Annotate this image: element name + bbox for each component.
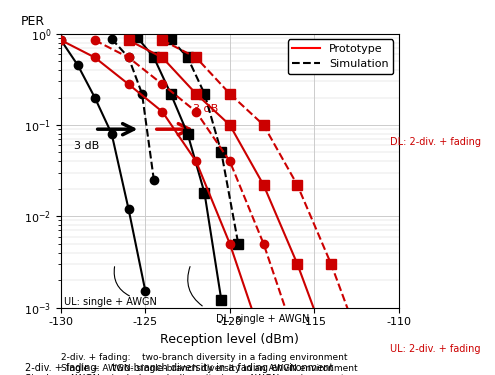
- Text: 2-div. + fading:    two-branch diversity in a fading environment: 2-div. + fading: two-branch diversity in…: [25, 363, 333, 373]
- Text: 2-div. + fading:    two-branch diversity in a fading environment: 2-div. + fading: two-branch diversity in…: [61, 353, 347, 362]
- Text: DL: single + AWGN: DL: single + AWGN: [216, 314, 310, 324]
- Text: PER: PER: [20, 15, 45, 28]
- Text: UL: single + AWGN: UL: single + AWGN: [64, 297, 157, 307]
- Text: 3 dB: 3 dB: [74, 141, 99, 151]
- Legend: Prototype, Simulation: Prototype, Simulation: [288, 39, 393, 74]
- Text: Single + AWGN: single-branch diversity in an AWGN environment: Single + AWGN: single-branch diversity i…: [61, 364, 358, 373]
- X-axis label: Reception level (dBm): Reception level (dBm): [160, 333, 299, 346]
- Text: UL: 2-div. + fading: UL: 2-div. + fading: [390, 344, 481, 354]
- Text: DL: 2-div. + fading: DL: 2-div. + fading: [390, 137, 481, 147]
- Text: 3 dB: 3 dB: [193, 104, 218, 114]
